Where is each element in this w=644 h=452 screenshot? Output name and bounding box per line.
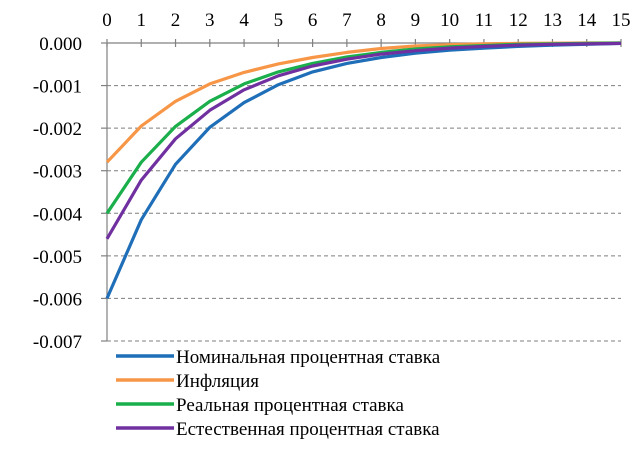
series-lines	[105, 41, 622, 300]
y-tick-label-1: -0.001	[33, 77, 82, 98]
legend-label-2: Реальная процентная ставка	[176, 395, 404, 416]
y-tick-label-3: -0.003	[33, 162, 82, 183]
x-tick-label-12: 12	[509, 10, 528, 31]
legend-label-1: Инфляция	[176, 371, 259, 392]
x-tick-label-0: 0	[102, 10, 112, 31]
x-tick-labels: 0 1 2 3 4 5 6 7 8 9 10 11 12 13 14 15	[102, 10, 630, 31]
legend-label-3: Естественная процентная ставка	[176, 419, 440, 440]
x-tick-label-2: 2	[171, 10, 181, 31]
x-tick-label-9: 9	[411, 10, 421, 31]
y-tick-label-7: -0.007	[33, 332, 82, 353]
x-tick-label-10: 10	[440, 10, 459, 31]
x-tick-label-5: 5	[274, 10, 284, 31]
x-tick-label-8: 8	[376, 10, 386, 31]
grid-lines	[107, 85, 621, 342]
x-tick-label-1: 1	[137, 10, 147, 31]
x-tick-label-15: 15	[612, 10, 631, 31]
y-tick-label-0: 0.000	[39, 34, 82, 55]
legend-label-0: Номинальная процентная ставка	[176, 347, 441, 368]
legend: Номинальная процентная ставка Инфляция Реа…	[116, 347, 441, 440]
y-tick-label-6: -0.006	[33, 289, 82, 310]
x-tick-label-4: 4	[239, 10, 249, 31]
y-tick-label-5: -0.005	[33, 247, 82, 268]
x-tick-label-6: 6	[308, 10, 318, 31]
series-line-3	[105, 41, 622, 240]
axes	[101, 39, 622, 342]
y-tick-labels: 0.000 -0.001 -0.002 -0.003 -0.004 -0.005 -0.00…	[33, 34, 83, 353]
y-tick-label-2: -0.002	[33, 119, 82, 140]
y-tick-label-4: -0.004	[33, 204, 83, 225]
x-tick-label-3: 3	[205, 10, 215, 31]
x-tick-label-11: 11	[475, 10, 493, 31]
x-tick-label-7: 7	[342, 10, 352, 31]
x-tick-label-13: 13	[543, 10, 562, 31]
x-tick-label-14: 14	[577, 10, 597, 31]
